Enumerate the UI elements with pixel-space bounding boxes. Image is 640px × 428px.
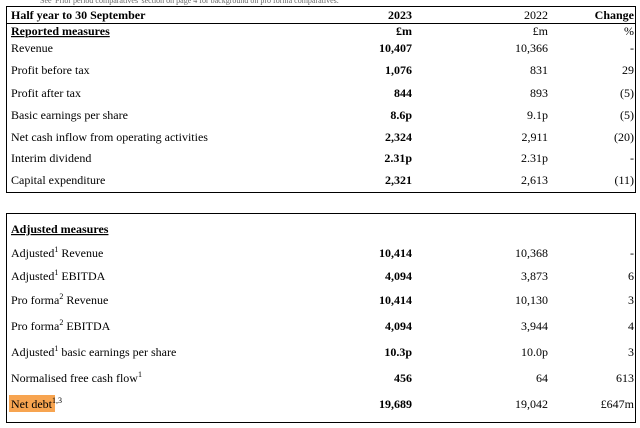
value-2022: 893	[530, 86, 548, 100]
label: Revenue	[11, 41, 53, 55]
unit: £m	[533, 24, 549, 38]
value-2023: 2.31p	[384, 151, 412, 165]
label-suffix: EBITDA	[63, 319, 110, 333]
row-label: Profit after tax	[11, 86, 81, 100]
value-2022: 3,873	[521, 269, 548, 283]
change: 4	[628, 319, 634, 333]
row-label: Revenue	[11, 41, 53, 55]
value-2023: 2,324	[385, 130, 412, 144]
superscript: 1,3	[52, 396, 62, 405]
value-2022: 10.0p	[521, 345, 548, 359]
header-period: Half year to 30 September	[11, 8, 146, 22]
superscript: 1	[54, 268, 58, 277]
value-2022: 64	[536, 371, 548, 385]
value-2022: 10,366	[515, 41, 548, 55]
superscript: 1	[54, 344, 58, 353]
label: Adjusted	[11, 345, 54, 359]
value-2023: 19,689	[379, 397, 412, 411]
row-label: Profit before tax	[11, 63, 90, 77]
label: Capital expenditure	[11, 173, 105, 187]
value-2023: 456	[394, 371, 412, 385]
change: 6	[628, 269, 634, 283]
superscript: 1	[54, 245, 58, 254]
value-2022: 10,130	[515, 293, 548, 307]
change: (5)	[620, 86, 634, 100]
section-title: Adjusted measures	[11, 222, 109, 236]
value-2023: 10,407	[379, 41, 412, 55]
row-label: Adjusted1 EBITDA	[11, 268, 106, 283]
value-2022: 9.1p	[527, 108, 548, 122]
value-2023: 4,094	[385, 269, 412, 283]
change: 3	[628, 345, 634, 359]
row-label: Pro forma2 EBITDA	[11, 318, 111, 333]
label: Net cash inflow from operating activitie…	[11, 130, 208, 144]
value-2023: 844	[394, 86, 412, 100]
superscript: 1	[138, 370, 142, 379]
value-2023: 10,414	[379, 293, 412, 307]
row-label: Net debt1,3	[11, 396, 62, 411]
label-suffix: EBITDA	[58, 269, 105, 283]
row-label: Adjusted1 basic earnings per share	[11, 344, 176, 359]
header-2022: 2022	[524, 8, 548, 22]
row-label: Pro forma2 Revenue	[11, 292, 108, 307]
superscript: 2	[59, 292, 63, 301]
change: £647m	[601, 397, 635, 411]
label-suffix: Revenue	[63, 293, 108, 307]
change: -	[630, 246, 634, 260]
change: (20)	[614, 130, 634, 144]
row-label: Adjusted1 Revenue	[11, 245, 103, 260]
change: 29	[622, 63, 634, 77]
value-2022: 19,042	[515, 397, 548, 411]
value-2022: 3,944	[521, 319, 548, 333]
value-2023: 10,414	[379, 246, 412, 260]
label-suffix: Revenue	[58, 246, 103, 260]
note: See 'Prior period comparatives' section …	[40, 0, 339, 5]
label: Adjusted	[11, 246, 54, 260]
section-title: Reported measures	[11, 24, 110, 38]
unit: £m	[396, 24, 412, 38]
reported-box	[6, 6, 636, 193]
value-2022: 10,368	[515, 246, 548, 260]
label: Net debt	[11, 397, 53, 411]
value-2023: 1,076	[385, 63, 412, 77]
value-2022: 2.31p	[521, 151, 548, 165]
change: 613	[616, 371, 634, 385]
value-2023: 4,094	[385, 319, 412, 333]
change: -	[630, 151, 634, 165]
highlight	[9, 395, 55, 412]
change: (5)	[620, 108, 634, 122]
label: Adjusted	[11, 269, 54, 283]
adjusted-box	[6, 213, 636, 423]
label-suffix: basic earnings per share	[58, 345, 176, 359]
row-label: Normalised free cash flow1	[11, 370, 142, 385]
label: Profit after tax	[11, 86, 81, 100]
value-2022: 2,613	[521, 173, 548, 187]
label: Basic earnings per share	[11, 108, 128, 122]
label: Normalised free cash flow	[11, 371, 138, 385]
change: (11)	[614, 173, 634, 187]
unit: %	[624, 24, 634, 38]
change: 3	[628, 293, 634, 307]
label: Profit before tax	[11, 63, 90, 77]
value-2023: 8.6p	[390, 108, 412, 122]
label: Pro forma	[11, 293, 60, 307]
row-label: Basic earnings per share	[11, 108, 128, 122]
value-2023: 10.3p	[384, 345, 412, 359]
header-2023: 2023	[388, 8, 412, 22]
row-label: Capital expenditure	[11, 173, 105, 187]
row-label: Net cash inflow from operating activitie…	[11, 130, 208, 144]
row-label: Interim dividend	[11, 151, 91, 165]
label: Pro forma	[11, 319, 60, 333]
label: Interim dividend	[11, 151, 91, 165]
superscript: 2	[59, 318, 63, 327]
value-2022: 2,911	[521, 130, 548, 144]
change: -	[630, 41, 634, 55]
value-2023: 2,321	[385, 173, 412, 187]
header-change: Change	[595, 8, 635, 22]
value-2022: 831	[530, 63, 548, 77]
